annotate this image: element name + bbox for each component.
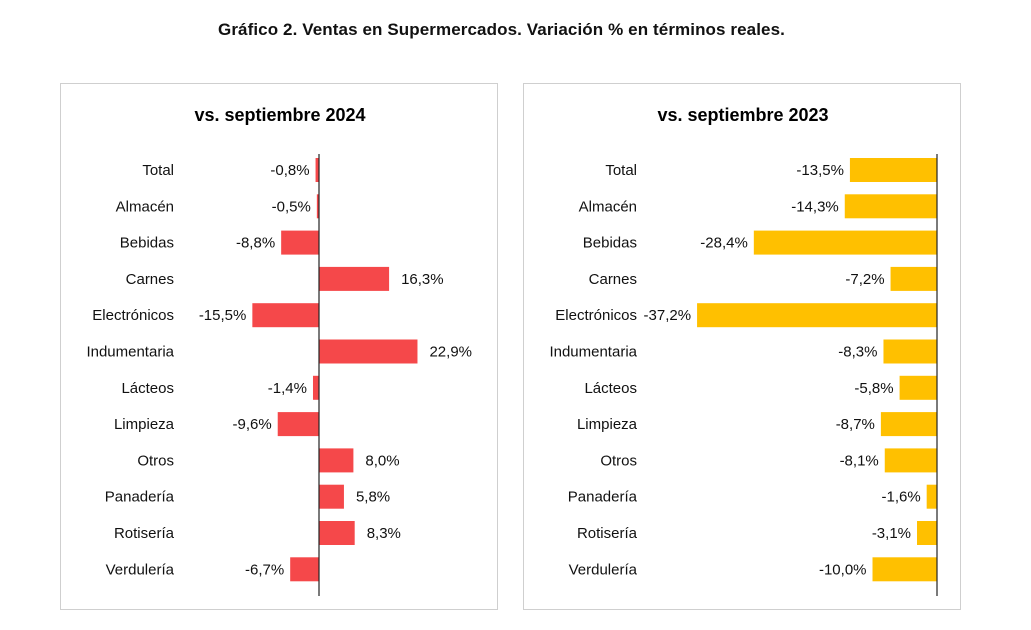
data-label: -6,7% <box>245 561 284 578</box>
category-label: Verdulería <box>569 561 638 578</box>
bar-otros <box>884 448 937 473</box>
category-label: Almacén <box>579 198 637 215</box>
data-label: 8,3% <box>367 525 401 542</box>
bar-almacén <box>844 194 937 219</box>
data-label: -0,5% <box>272 198 311 215</box>
data-label: -1,6% <box>881 489 920 506</box>
panel-title: vs. septiembre 2024 <box>194 105 365 125</box>
bar-rotisería <box>917 521 937 545</box>
category-label: Limpieza <box>577 416 638 433</box>
bar-bebidas <box>753 230 937 255</box>
bar-panadería <box>319 484 344 509</box>
bar-limpieza <box>277 412 319 437</box>
bar-chart-vs-2024: vs. septiembre 2024 Total -0,8% Almacén -0,… <box>86 105 472 596</box>
bar-verdulería <box>290 557 319 582</box>
data-label: -14,3% <box>791 198 839 215</box>
data-label: -10,0% <box>819 561 867 578</box>
category-label: Electrónicos <box>92 307 174 324</box>
category-label: Total <box>605 162 637 179</box>
category-label: Carnes <box>126 271 174 288</box>
panel-vs-2023: vs. septiembre 2023 Total -13,5% Almacén -1… <box>523 83 961 610</box>
data-label: -8,1% <box>840 452 879 469</box>
category-label: Limpieza <box>114 416 175 433</box>
bar-total <box>315 158 319 182</box>
category-label: Lácteos <box>584 380 637 397</box>
category-label: Indumentaria <box>549 344 637 361</box>
category-label: Almacén <box>116 198 174 215</box>
category-label: Bebidas <box>583 235 637 252</box>
category-label: Otros <box>137 452 174 469</box>
category-label: Rotisería <box>114 525 175 542</box>
data-label: 16,3% <box>401 271 444 288</box>
chart-main-title: Gráfico 2. Ventas en Supermercados. Vari… <box>218 20 785 39</box>
data-label: 5,8% <box>356 489 390 506</box>
data-label: -8,8% <box>236 235 275 252</box>
bar-electrónicos <box>252 303 319 328</box>
category-label: Panadería <box>568 489 638 506</box>
data-label: -13,5% <box>796 162 844 179</box>
panel-title: vs. septiembre 2023 <box>657 105 828 125</box>
panel-vs-2024: vs. septiembre 2024 Total -0,8% Almacén -0,… <box>60 83 498 610</box>
data-label: -8,3% <box>838 344 877 361</box>
category-label: Panadería <box>105 489 175 506</box>
data-label: -9,6% <box>233 416 272 433</box>
bar-panadería <box>926 484 937 509</box>
data-label: -5,8% <box>854 380 893 397</box>
data-label: 22,9% <box>429 344 472 361</box>
bar-rotisería <box>319 521 355 545</box>
category-label: Lácteos <box>121 380 174 397</box>
bar-indumentaria <box>883 339 937 364</box>
bar-verdulería <box>872 557 937 582</box>
data-label: -7,2% <box>845 271 884 288</box>
bar-chart-vs-2023: vs. septiembre 2023 Total -13,5% Almacén -1… <box>549 105 938 596</box>
data-label: 8,0% <box>365 452 399 469</box>
bar-electrónicos <box>697 303 937 328</box>
bar-carnes <box>890 266 937 291</box>
category-label: Rotisería <box>577 525 638 542</box>
data-label: -1,4% <box>268 380 307 397</box>
data-label: -28,4% <box>700 235 748 252</box>
bar-bebidas <box>281 230 319 255</box>
category-label: Otros <box>600 452 637 469</box>
bar-total <box>849 158 937 182</box>
category-label: Indumentaria <box>86 344 174 361</box>
bar-limpieza <box>880 412 937 437</box>
data-label: -3,1% <box>872 525 911 542</box>
category-label: Electrónicos <box>555 307 637 324</box>
bar-almacén <box>316 194 319 219</box>
bar-lácteos <box>312 375 319 400</box>
data-label: -0,8% <box>270 162 309 179</box>
category-label: Bebidas <box>120 235 174 252</box>
bar-indumentaria <box>319 339 418 364</box>
category-label: Carnes <box>589 271 637 288</box>
bar-carnes <box>319 266 390 291</box>
data-label: -8,7% <box>836 416 875 433</box>
category-label: Verdulería <box>106 561 175 578</box>
bar-otros <box>319 448 354 473</box>
data-label: -37,2% <box>644 307 692 324</box>
bar-lácteos <box>899 375 937 400</box>
category-label: Total <box>142 162 174 179</box>
data-label: -15,5% <box>199 307 247 324</box>
